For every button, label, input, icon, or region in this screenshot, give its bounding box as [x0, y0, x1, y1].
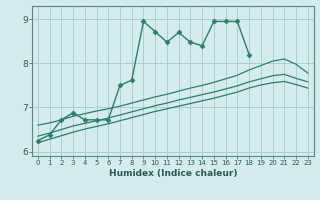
X-axis label: Humidex (Indice chaleur): Humidex (Indice chaleur): [108, 169, 237, 178]
